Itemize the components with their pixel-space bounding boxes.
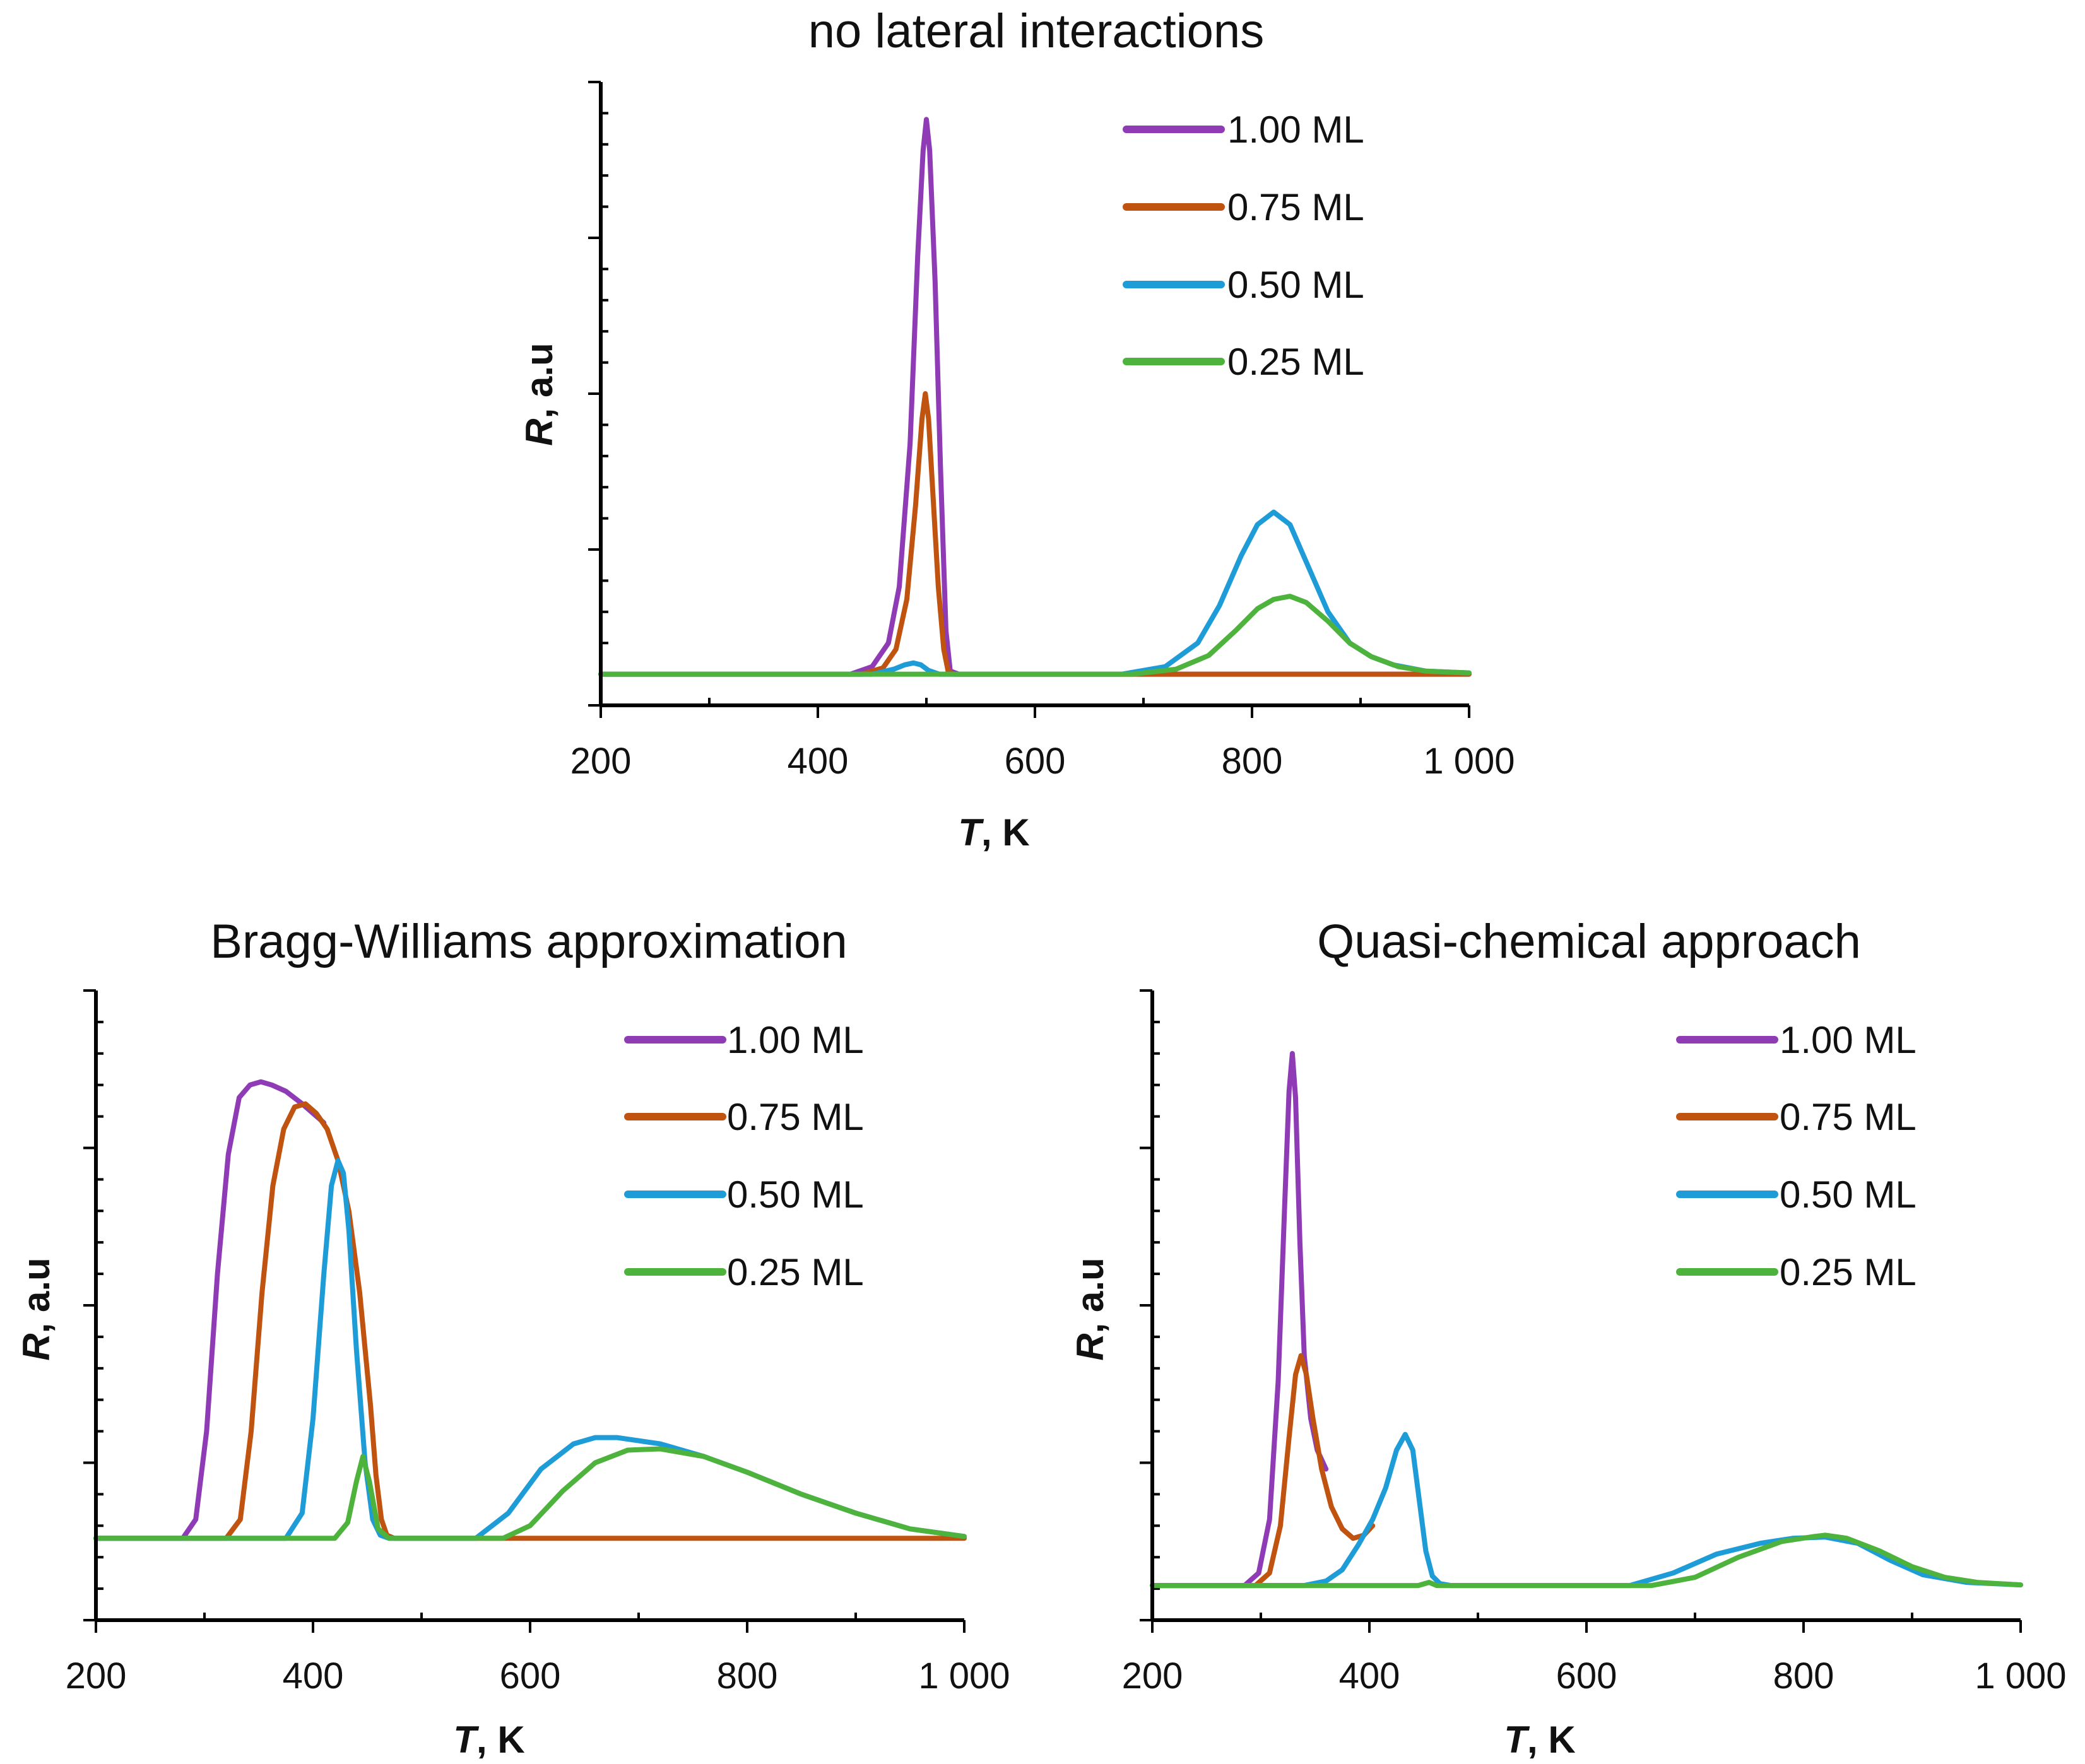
x-ticks [1151, 1613, 2022, 1633]
x-ticks [600, 698, 1470, 718]
x-axis-label: T, K [1504, 1719, 1575, 1761]
x-tick-labels: 200 400 600 800 1 000 [1122, 1655, 2067, 1696]
series-line-0.50-ML [93, 1158, 967, 1541]
legend-label-0.50-ML: 0.50 ML [1780, 1173, 1917, 1216]
x-axis-label: T, K [958, 811, 1029, 854]
y-minor-ticks [1140, 989, 1160, 1621]
x-tick-label: 1 000 [918, 1655, 1010, 1696]
legend: 1.00 ML 0.75 ML 0.50 ML 0.25 ML [624, 1019, 864, 1293]
legend-label-0.25-ML: 0.25 ML [1780, 1251, 1917, 1293]
x-tick-label: 400 [788, 741, 849, 782]
series-line-0.50-ML [598, 509, 1472, 677]
chart-title: Bragg-Williams approximation [210, 915, 847, 968]
x-tick-label: 800 [1222, 741, 1283, 782]
series-line-1.00-ML [598, 117, 1472, 677]
legend-label-1.00-ML: 1.00 ML [727, 1019, 864, 1061]
series-line-1.00-ML [1150, 1050, 1329, 1589]
y-minor-ticks [588, 81, 608, 707]
x-tick-labels: 200 400 600 800 1 000 [570, 741, 1515, 782]
x-tick-label: 800 [717, 1655, 778, 1696]
x-tick-labels: 200 400 600 800 1 000 [66, 1655, 1010, 1696]
legend-label-1.00-ML: 1.00 ML [1780, 1019, 1917, 1061]
x-axis-label: T, K [453, 1719, 524, 1761]
chart-panel-no-lateral: no lateral interactions 200 400 600 800 1 00… [518, 4, 1515, 854]
legend-label-0.75-ML: 0.75 ML [1780, 1096, 1917, 1138]
legend: 1.00 ML 0.75 ML 0.50 ML 0.25 ML [1123, 109, 1364, 383]
chart-panel-quasi-chemical: Quasi-chemical approach 200 400 600 800 1 00… [1069, 915, 2067, 1761]
chart-panel-bragg-williams: Bragg-Williams approximation 200 400 600 80… [15, 915, 1010, 1761]
chart-title: Quasi-chemical approach [1317, 915, 1861, 968]
series-lines [93, 1079, 967, 1541]
legend-label-0.75-ML: 0.75 ML [727, 1096, 864, 1138]
x-tick-label: 400 [1339, 1655, 1400, 1696]
series-line-1.00-ML [93, 1079, 327, 1541]
y-axis-label: R, a.u [1069, 1257, 1111, 1360]
series-line-0.75-ML [1150, 1353, 1376, 1589]
x-tick-label: 600 [1005, 741, 1066, 782]
x-tick-label: 200 [1122, 1655, 1183, 1696]
legend-label-0.50-ML: 0.50 ML [727, 1173, 864, 1216]
y-minor-ticks [83, 989, 103, 1621]
x-tick-label: 200 [66, 1655, 127, 1696]
series-line-0.75-ML [93, 1101, 967, 1541]
x-tick-label: 400 [283, 1655, 344, 1696]
legend-label-1.00-ML: 1.00 ML [1227, 109, 1364, 151]
x-tick-label: 200 [570, 741, 632, 782]
legend-label-0.75-ML: 0.75 ML [1227, 186, 1364, 228]
legend: 1.00 ML 0.75 ML 0.50 ML 0.25 ML [1676, 1019, 1917, 1293]
series-lines [1150, 1050, 2023, 1589]
legend-label-0.25-ML: 0.25 ML [1227, 341, 1364, 383]
x-tick-label: 1 000 [1423, 741, 1515, 782]
series-lines [598, 117, 1472, 677]
series-line-0.25-ML [1150, 1532, 2023, 1589]
x-tick-label: 1 000 [1975, 1655, 2066, 1696]
series-line-0.25-ML [598, 594, 1472, 677]
x-tick-label: 800 [1773, 1655, 1834, 1696]
legend-label-0.50-ML: 0.50 ML [1227, 264, 1364, 306]
series-line-0.75-ML [598, 391, 1472, 677]
x-tick-label: 600 [1556, 1655, 1617, 1696]
chart-title: no lateral interactions [808, 4, 1264, 58]
y-axis-label: R, a.u [15, 1257, 57, 1360]
legend-label-0.25-ML: 0.25 ML [727, 1251, 864, 1293]
y-axis-label: R, a.u [518, 343, 560, 445]
series-line-0.25-ML [93, 1446, 967, 1541]
x-ticks [95, 1613, 966, 1633]
x-tick-label: 600 [500, 1655, 561, 1696]
